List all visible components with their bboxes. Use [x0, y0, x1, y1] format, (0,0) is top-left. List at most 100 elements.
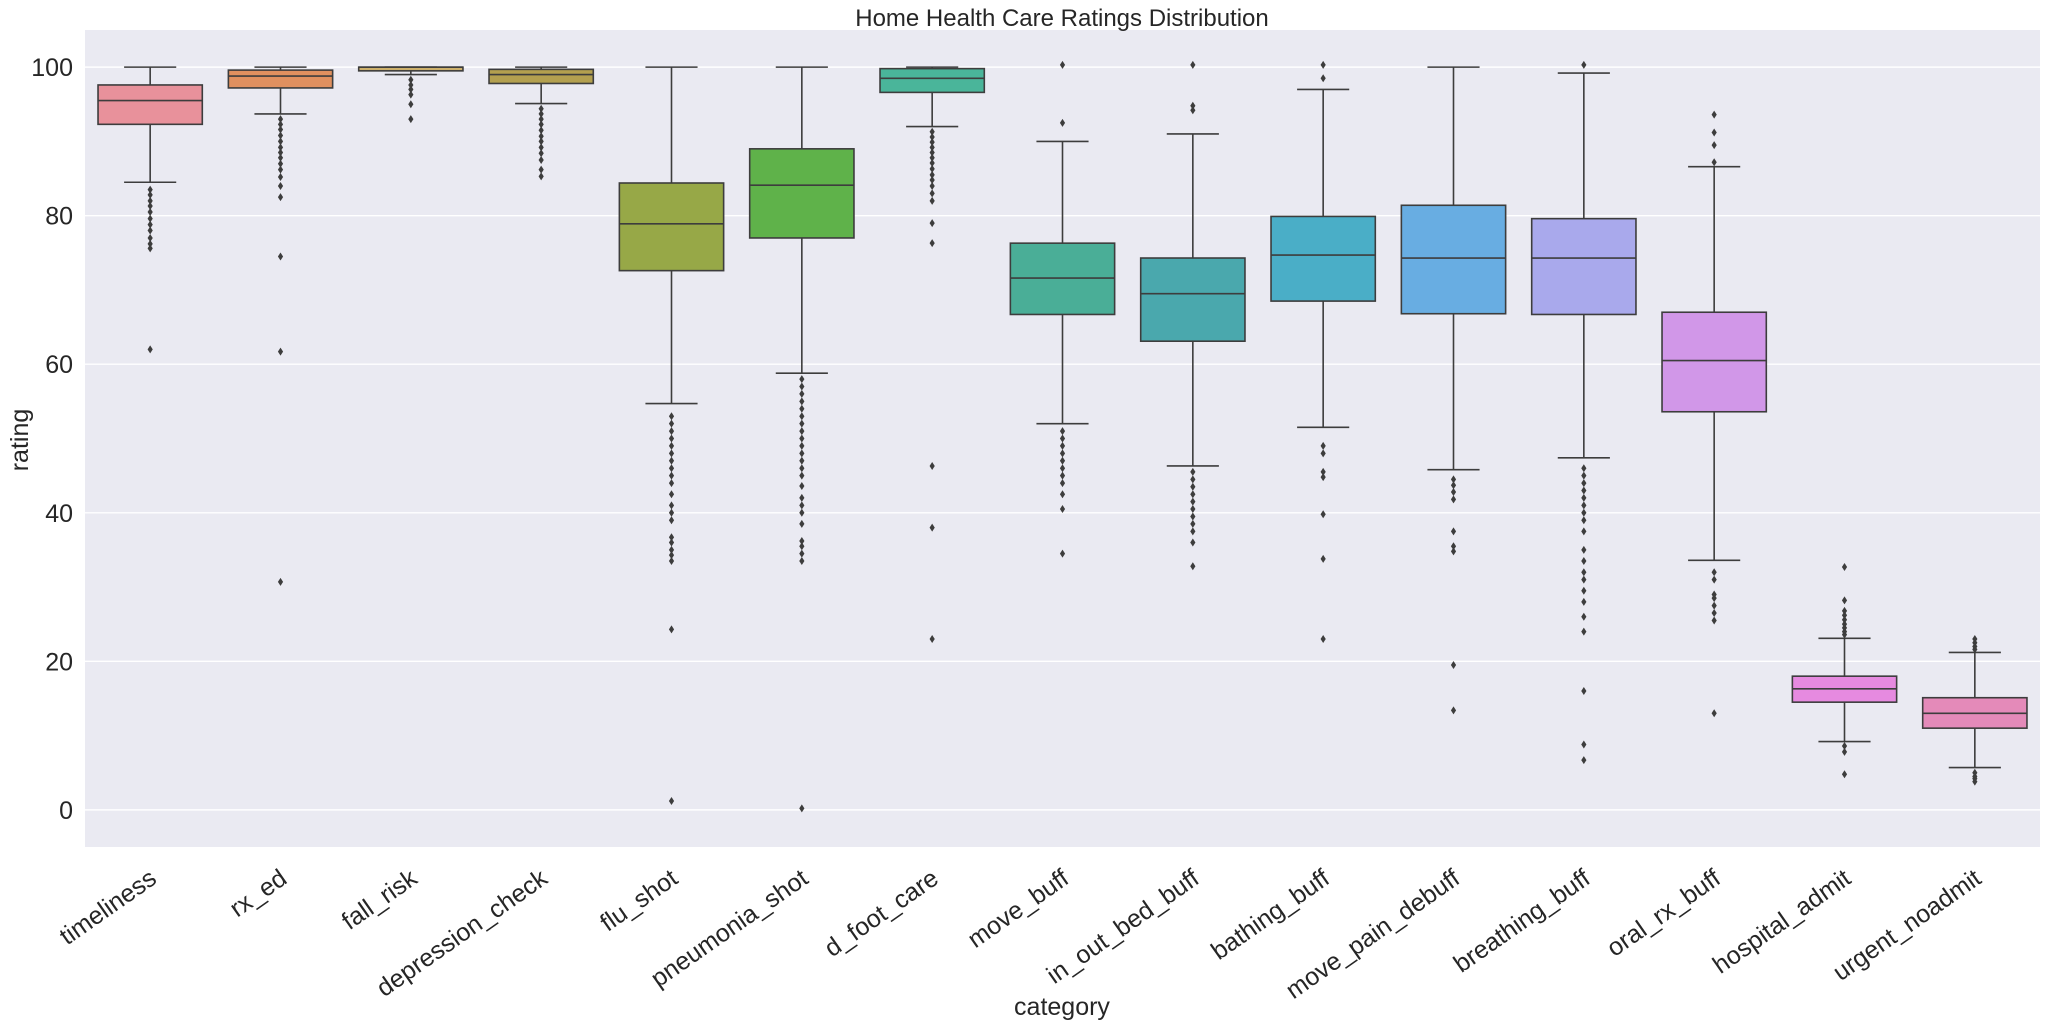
- outlier-point: [538, 155, 544, 164]
- outlier-point: [1711, 110, 1717, 119]
- outlier-point: [1190, 538, 1196, 547]
- outlier-point: [1320, 467, 1326, 476]
- outlier-point: [799, 449, 805, 458]
- box-iqr: [1270, 215, 1377, 302]
- x-tick-label: fall_risk: [337, 864, 423, 936]
- outlier-point: [277, 159, 284, 168]
- outlier-point: [929, 181, 935, 190]
- outlier-point: [1059, 456, 1066, 465]
- box-iqr: [1530, 217, 1637, 316]
- outlier-point: [1581, 508, 1587, 517]
- box-group-move-buff: [1009, 60, 1116, 558]
- outlier-point: [929, 239, 935, 248]
- outlier-point: [538, 172, 544, 181]
- outlier-point: [1581, 501, 1587, 510]
- outlier-point: [1450, 495, 1457, 504]
- outlier-point: [1450, 542, 1457, 551]
- outlier-point: [799, 441, 805, 450]
- outlier-point: [1190, 467, 1196, 476]
- outlier-point: [1711, 128, 1717, 137]
- box-group-breathing-buff: [1530, 60, 1637, 765]
- outlier-point: [1190, 505, 1196, 514]
- outlier-point: [1581, 740, 1587, 749]
- y-axis-ticks: 0 20 40 60 80 100: [31, 54, 73, 825]
- outlier-point: [277, 347, 284, 356]
- outlier-point: [1320, 449, 1326, 458]
- outlier-point: [1581, 557, 1587, 566]
- outlier-point: [1190, 497, 1196, 506]
- outlier-point: [1581, 687, 1587, 696]
- outlier-point: [929, 189, 935, 198]
- outlier-point: [799, 804, 805, 813]
- outlier-point: [1059, 505, 1066, 514]
- outlier-point: [1059, 118, 1066, 127]
- outlier-point: [1581, 627, 1587, 636]
- outlier-point: [1320, 554, 1326, 563]
- outlier-point: [799, 397, 805, 406]
- outlier-point: [1059, 490, 1066, 499]
- outlier-point: [1581, 545, 1587, 554]
- outlier-point: [1841, 606, 1848, 615]
- x-tick-label: flu_shot: [595, 864, 683, 937]
- outlier-point: [799, 464, 805, 473]
- outlier-point: [1711, 594, 1717, 603]
- outlier-point: [1972, 645, 1978, 654]
- outlier-point: [668, 441, 675, 450]
- box-iqr: [618, 182, 725, 272]
- box-group-timeliness: [97, 66, 204, 354]
- outlier-point: [1190, 101, 1196, 110]
- outlier-point: [668, 625, 675, 634]
- outlier-point: [1450, 527, 1457, 536]
- outlier-point: [799, 456, 805, 465]
- outlier-point: [668, 545, 675, 554]
- outlier-point: [929, 164, 935, 173]
- x-tick-label: bathing_buff: [1206, 864, 1334, 966]
- outlier-point: [277, 125, 284, 134]
- outlier-point: [799, 434, 805, 443]
- outlier-point: [929, 148, 935, 157]
- x-tick-label: breathing_buff: [1449, 864, 1596, 978]
- outlier-point: [1581, 516, 1587, 525]
- outlier-point: [1581, 471, 1587, 480]
- outlier-point: [1450, 475, 1457, 484]
- outlier-point: [538, 104, 544, 113]
- outlier-point: [147, 239, 153, 248]
- outlier-point: [929, 138, 935, 147]
- outlier-point: [538, 137, 544, 146]
- outlier-point: [1190, 512, 1196, 521]
- outlier-point: [538, 109, 544, 118]
- outlier-point: [1841, 770, 1848, 779]
- outlier-point: [1841, 741, 1848, 750]
- outlier-point: [929, 170, 935, 179]
- outlier-point: [668, 412, 675, 421]
- outlier-point: [277, 143, 284, 152]
- x-tick-label: move_buff: [963, 864, 1074, 954]
- outlier-point: [1972, 777, 1978, 786]
- x-axis-label: category: [1014, 993, 1110, 1021]
- outlier-point: [668, 508, 675, 517]
- outlier-point: [408, 85, 414, 94]
- box-iqr: [879, 67, 986, 94]
- box-group-pneumonia-shot: [748, 66, 855, 813]
- box-group-urgent-noadmit: [1921, 635, 2028, 786]
- y-tick-label: 20: [45, 648, 73, 676]
- box-group-d-foot-care: [879, 66, 986, 644]
- outlier-point: [1711, 141, 1717, 150]
- outlier-point: [1581, 756, 1587, 765]
- outlier-point: [668, 533, 675, 542]
- outlier-point: [1841, 562, 1848, 571]
- outlier-point: [1190, 106, 1196, 115]
- outlier-point: [799, 382, 805, 391]
- outlier-point: [1841, 611, 1848, 620]
- outlier-point: [277, 577, 284, 586]
- y-axis-label: rating: [6, 409, 34, 472]
- outlier-point: [1059, 464, 1066, 473]
- outlier-point: [929, 158, 935, 167]
- outlier-point: [1320, 473, 1326, 482]
- outlier-point: [147, 233, 153, 242]
- outlier-point: [147, 345, 153, 354]
- outlier-point: [147, 190, 153, 199]
- outlier-point: [1450, 487, 1457, 496]
- outlier-point: [1450, 547, 1457, 556]
- outlier-point: [1059, 471, 1066, 480]
